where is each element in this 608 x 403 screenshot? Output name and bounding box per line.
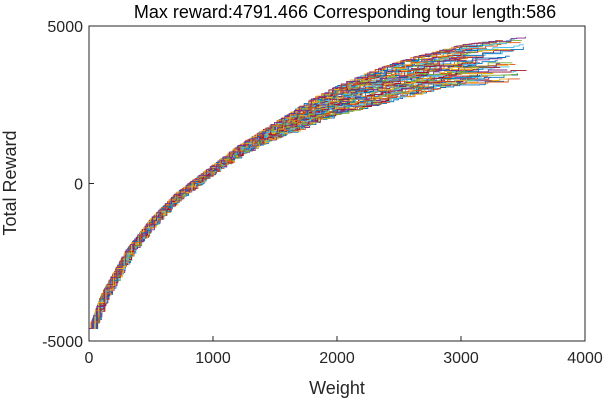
- series-line: [89, 43, 469, 329]
- series-line: [89, 65, 476, 329]
- series-line: [89, 62, 471, 329]
- series-line: [89, 60, 467, 329]
- series-line: [89, 64, 511, 329]
- series-line: [89, 72, 494, 329]
- y-tick-label: -5000: [42, 334, 83, 351]
- y-tick-label: 0: [74, 177, 83, 194]
- series-line: [89, 61, 475, 329]
- series-line: [89, 78, 509, 329]
- series-line: [89, 60, 498, 329]
- series-line: [89, 66, 510, 329]
- y-axis-label: Total Reward: [0, 130, 20, 235]
- series-line: [89, 48, 511, 329]
- series-line: [89, 48, 499, 329]
- series-line: [89, 67, 501, 329]
- series-line: [89, 57, 484, 329]
- series-line: [89, 58, 503, 329]
- series-line: [89, 50, 515, 329]
- series-line: [89, 74, 480, 329]
- x-tick-label: 3000: [443, 350, 479, 367]
- series-line: [89, 56, 477, 329]
- series-line: [89, 62, 513, 329]
- series-line: [89, 63, 501, 329]
- series-line: [89, 76, 480, 329]
- series-line: [89, 47, 487, 329]
- series-line: [89, 62, 480, 329]
- series-line: [89, 61, 476, 329]
- series-line: [89, 51, 513, 329]
- series-line: [89, 55, 510, 329]
- series-line: [89, 57, 473, 329]
- series-line: [89, 63, 516, 329]
- series-line: [89, 58, 478, 329]
- series-layer: [89, 36, 527, 329]
- chart-title: Max reward:4791.466 Corresponding tour l…: [134, 2, 556, 22]
- series-line: [89, 44, 524, 329]
- series-line: [89, 69, 480, 329]
- x-tick-label: 1000: [195, 350, 231, 367]
- y-tick-label: 5000: [47, 19, 83, 36]
- series-line: [89, 71, 488, 329]
- series-line: [89, 67, 484, 329]
- x-axis-label: Weight: [309, 378, 365, 398]
- series-line: [89, 41, 491, 329]
- series-line: [89, 36, 526, 329]
- plot-frame: [88, 25, 586, 342]
- x-tick-label: 4000: [567, 350, 603, 367]
- series-line: [89, 46, 524, 329]
- x-tick-label: 0: [85, 350, 94, 367]
- series-line: [89, 76, 479, 329]
- x-tick-label: 2000: [319, 350, 355, 367]
